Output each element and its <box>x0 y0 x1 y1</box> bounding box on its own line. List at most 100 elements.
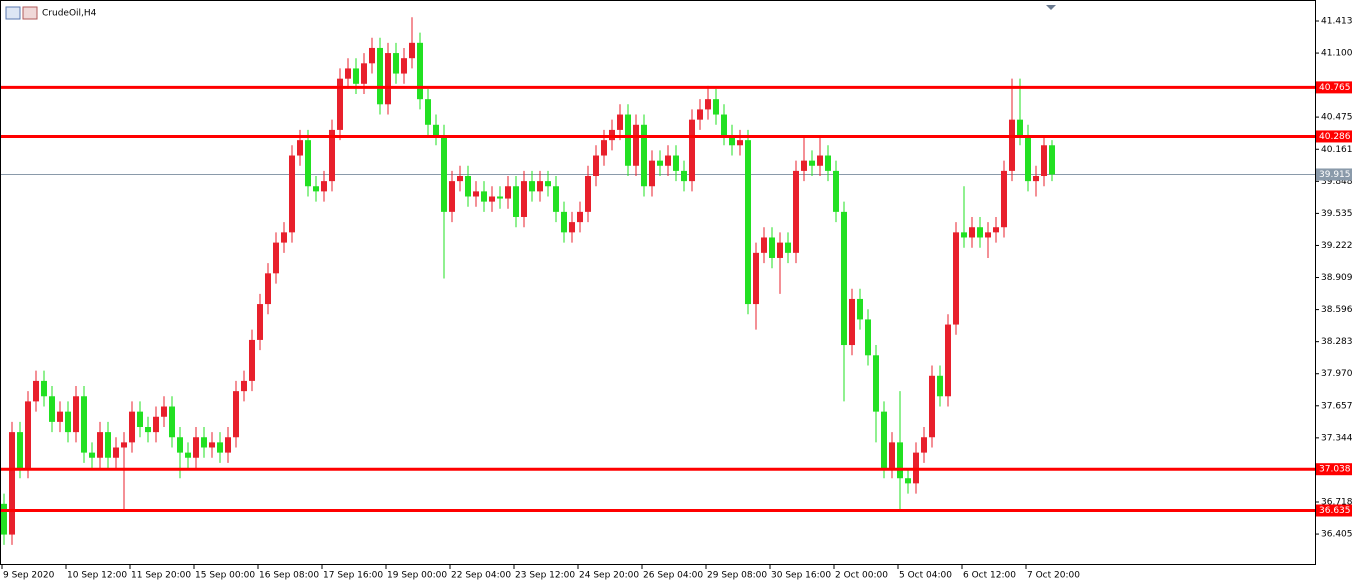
x-tick-label: 5 Oct 04:00 <box>899 571 952 581</box>
x-tick-label: 10 Sep 12:00 <box>67 571 127 581</box>
x-tick-label: 6 Oct 12:00 <box>963 571 1016 581</box>
candle-body <box>401 58 407 74</box>
candle-body <box>945 324 951 397</box>
candle-body <box>345 68 351 79</box>
candle-body <box>601 140 607 156</box>
toolbar-icons <box>5 6 38 20</box>
candle-body <box>1009 119 1015 171</box>
candle-body <box>177 437 183 453</box>
candle-body <box>657 160 663 166</box>
x-tick-label: 2 Oct 00:00 <box>835 571 888 581</box>
candle-body <box>649 160 655 187</box>
candle-body <box>129 411 135 443</box>
candle-body <box>969 227 975 238</box>
candle-body <box>985 232 991 238</box>
candle-body <box>57 411 63 422</box>
candle-body <box>209 442 215 448</box>
candle-body <box>673 155 679 171</box>
candle-body <box>33 380 39 402</box>
candle-body <box>849 298 855 346</box>
candle-body <box>881 411 887 468</box>
candle-body <box>617 114 623 130</box>
candle-body <box>689 119 695 182</box>
candle-body <box>777 242 783 258</box>
candle-body <box>873 355 879 412</box>
y-tick-label: 40.475 <box>1321 113 1353 123</box>
candle-body <box>281 232 287 243</box>
y-tick-label: 41.100 <box>1321 49 1353 59</box>
candle-body <box>769 237 775 258</box>
candle-body <box>377 47 383 105</box>
x-tick-label: 23 Sep 12:00 <box>515 571 575 581</box>
candle-body <box>385 53 391 105</box>
x-tick-label: 19 Sep 00:00 <box>387 571 447 581</box>
candle-body <box>257 304 263 340</box>
candle-body <box>929 375 935 438</box>
candle-body <box>9 432 15 535</box>
y-tick-label: 40.161 <box>1321 145 1353 155</box>
candle-body <box>921 437 927 453</box>
candle-body <box>593 155 599 177</box>
candle-body <box>545 181 551 187</box>
candle-body <box>665 155 671 166</box>
y-tick-label: 39.848 <box>1321 177 1353 187</box>
candle-body <box>993 227 999 233</box>
level-label: 37.038 <box>1319 465 1351 475</box>
y-tick-label: 36.405 <box>1321 530 1353 540</box>
candle-body <box>561 211 567 233</box>
candle-body <box>633 124 639 166</box>
candle-body <box>137 411 143 428</box>
candle-body <box>1041 145 1047 177</box>
candle-body <box>233 391 239 438</box>
candle-body <box>785 242 791 253</box>
candle-body <box>113 447 119 458</box>
candle-body <box>697 109 703 120</box>
candle-body <box>641 124 647 187</box>
y-tick-label: 39.535 <box>1321 209 1353 219</box>
candle-body <box>977 227 983 238</box>
candle-body <box>537 181 543 192</box>
candle-body <box>97 432 103 458</box>
x-tick-label: 30 Sep 16:00 <box>771 571 831 581</box>
candle-body <box>337 78 343 130</box>
x-tick-label: 7 Oct 20:00 <box>1027 571 1080 581</box>
candle-body <box>553 186 559 212</box>
candle-body <box>25 401 31 468</box>
x-tick-label: 11 Sep 20:00 <box>131 571 191 581</box>
candle-body <box>305 140 311 187</box>
candle-body <box>1033 176 1039 182</box>
candle-body <box>521 181 527 217</box>
candle-body <box>937 375 943 397</box>
candle-body <box>121 442 127 448</box>
candle-body <box>329 129 335 182</box>
candle-body <box>817 155 823 166</box>
candle-body <box>217 442 223 453</box>
candle-body <box>225 437 231 453</box>
candle-body <box>961 232 967 238</box>
candle-body <box>793 170 799 253</box>
y-tick-label: 38.596 <box>1321 305 1353 315</box>
shift-marker <box>1046 5 1056 10</box>
candle-body <box>169 406 175 438</box>
candle-body <box>577 211 583 223</box>
candle-body <box>185 452 191 458</box>
level-label-bg <box>1316 130 1352 143</box>
candle-body <box>753 252 759 305</box>
y-tick-label: 37.970 <box>1321 369 1353 379</box>
candle-body <box>313 186 319 192</box>
candle-body <box>1017 119 1023 136</box>
candle-body <box>625 114 631 166</box>
candle-body <box>897 442 903 479</box>
candle-body <box>857 298 863 320</box>
candle-body <box>889 442 895 468</box>
candle-body <box>1 503 7 535</box>
y-tick-label: 36.718 <box>1321 497 1353 507</box>
candle-body <box>841 211 847 346</box>
candle-body <box>249 339 255 381</box>
candle-body <box>265 273 271 305</box>
candle-body <box>361 63 367 84</box>
candle-body <box>65 411 71 433</box>
candle-body <box>321 181 327 192</box>
candle-body <box>801 160 807 171</box>
level-label-bg <box>1316 463 1352 476</box>
